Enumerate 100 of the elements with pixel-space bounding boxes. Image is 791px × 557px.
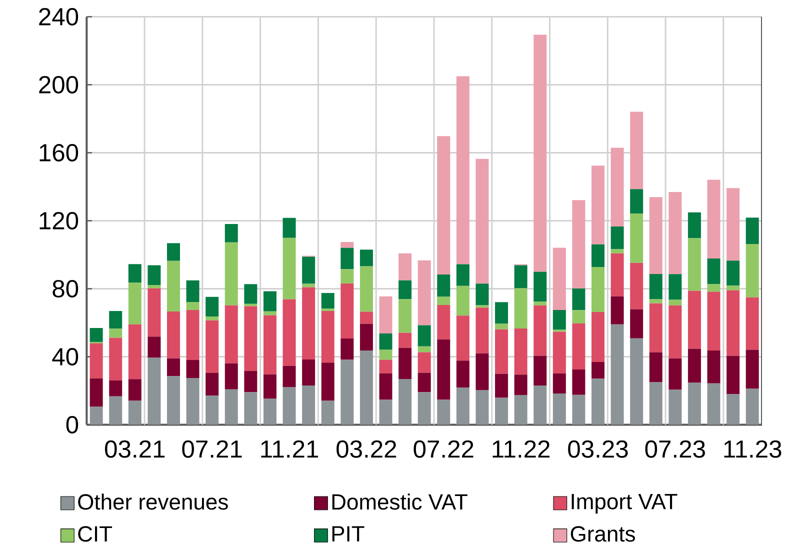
x-tick-label: 07.23 (645, 440, 705, 458)
bar (726, 188, 740, 261)
bar (437, 136, 450, 274)
bar (398, 299, 412, 333)
bar (398, 348, 412, 380)
bar (437, 296, 450, 306)
bar (340, 242, 354, 248)
legend-label: CIT (78, 526, 112, 542)
bar (379, 400, 392, 425)
bar (707, 383, 720, 425)
bar (321, 311, 334, 363)
bar (321, 292, 334, 309)
bar (514, 394, 528, 425)
bar (282, 218, 296, 238)
bar (360, 324, 373, 350)
bar (572, 323, 586, 370)
bar (476, 353, 489, 390)
bar (534, 34, 547, 272)
bar (263, 311, 276, 316)
bar (166, 243, 180, 261)
bar (688, 238, 701, 291)
bar (398, 332, 412, 348)
bar (282, 366, 296, 387)
bar (534, 356, 547, 386)
bar (649, 299, 662, 304)
bar (340, 248, 354, 270)
bar (610, 296, 624, 324)
bar (437, 400, 450, 425)
bar (360, 312, 373, 324)
bar (630, 309, 644, 338)
bar (668, 390, 682, 425)
bar (495, 324, 508, 330)
bar (495, 302, 508, 324)
bar (379, 350, 392, 360)
bar (244, 306, 258, 371)
legend-label: Grants (570, 526, 635, 542)
bar (263, 291, 276, 312)
bar (321, 400, 334, 425)
bar (379, 296, 392, 334)
bar (630, 262, 644, 310)
bar (166, 376, 180, 425)
bar (630, 338, 644, 425)
bar (302, 256, 316, 284)
bar (90, 378, 103, 407)
bar (398, 253, 412, 280)
bar (610, 253, 624, 296)
bar (186, 302, 200, 310)
bar (591, 244, 604, 267)
bar (109, 396, 122, 425)
bar (418, 325, 431, 346)
bar (746, 350, 759, 389)
bar (610, 249, 624, 254)
bar (244, 370, 258, 392)
bar (610, 226, 624, 250)
bar (668, 358, 682, 390)
bar (437, 305, 450, 340)
bar (282, 238, 296, 300)
bar (206, 296, 219, 317)
legend-label: Import VAT (572, 494, 678, 514)
bar (456, 316, 470, 361)
bar (591, 166, 604, 244)
bar (360, 350, 373, 425)
bar (630, 189, 644, 214)
bar (552, 373, 566, 394)
bar (534, 305, 547, 356)
bar (552, 332, 566, 374)
legend-label: Other revenues (78, 494, 228, 510)
bar (206, 320, 219, 373)
y-tick-label: 200 (39, 76, 78, 94)
bar (726, 356, 740, 394)
bar (360, 250, 373, 266)
x-tick-label: 07.21 (182, 440, 242, 458)
bar (456, 286, 470, 316)
bar (610, 148, 624, 227)
bar (456, 360, 470, 388)
bar (379, 373, 392, 400)
bar (688, 290, 701, 349)
bar (109, 328, 122, 338)
bar (610, 324, 624, 425)
bar (456, 76, 470, 264)
bar (224, 224, 238, 242)
bar (148, 284, 161, 288)
bar (668, 274, 682, 300)
bar (340, 283, 354, 339)
bar (495, 374, 508, 398)
bar (707, 180, 720, 258)
bar (282, 299, 296, 366)
y-tick-label: 240 (39, 8, 78, 26)
bar (514, 328, 528, 375)
bar (128, 379, 142, 401)
bar (398, 280, 412, 300)
bar (379, 360, 392, 374)
bar (206, 316, 219, 320)
bar (128, 324, 142, 380)
bar (495, 329, 508, 374)
bar (148, 265, 161, 285)
bar (224, 242, 238, 306)
bar (302, 287, 316, 360)
bar (166, 312, 180, 358)
bar (649, 303, 662, 352)
